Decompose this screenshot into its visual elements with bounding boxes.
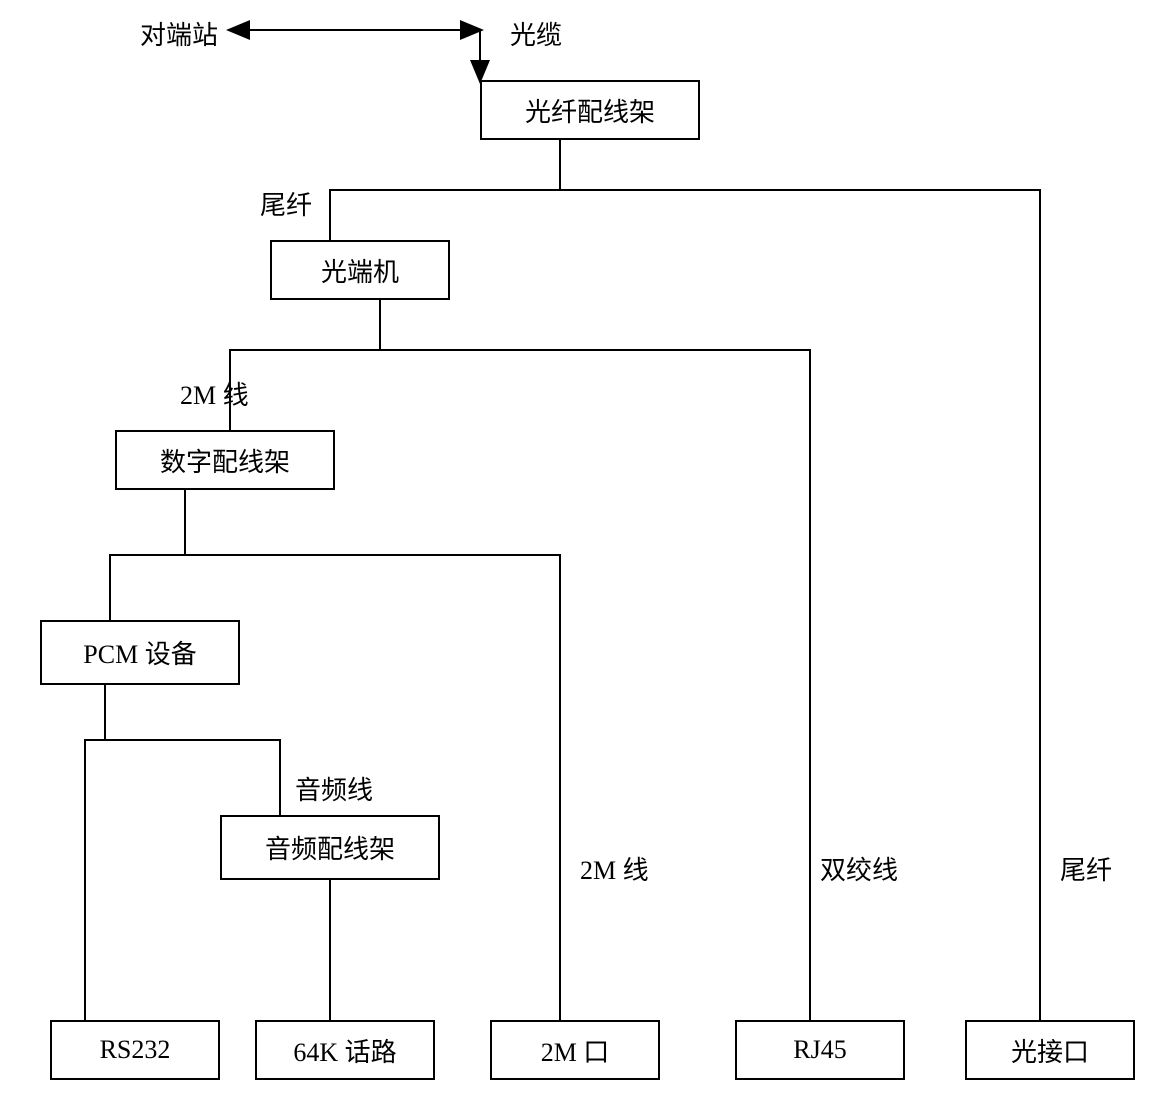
label-audio-line: 音频线 — [295, 770, 373, 807]
node-rj45: RJ45 — [735, 1020, 905, 1080]
edge-e_digital_to_2m — [185, 490, 560, 1020]
edge-e_fiber_to_optif — [560, 140, 1040, 1020]
edge-e_digital_to_pcm — [110, 490, 185, 620]
edge-e_optical_to_rj45 — [380, 300, 810, 1020]
connector-lines — [0, 0, 1151, 1112]
node-optical-interface: 光接口 — [965, 1020, 1135, 1080]
label-twisted-pair: 双绞线 — [820, 850, 898, 887]
node-pcm-device: PCM 设备 — [40, 620, 240, 685]
label-pigtail-1: 尾纤 — [260, 185, 312, 222]
node-64k-channel: 64K 话路 — [255, 1020, 435, 1080]
node-digital-patch-panel: 数字配线架 — [115, 430, 335, 490]
node-rs232: RS232 — [50, 1020, 220, 1080]
edge-e_pcm_to_rs232 — [85, 685, 105, 1020]
label-2m-line-1: 2M 线 — [180, 375, 249, 412]
label-pigtail-2: 尾纤 — [1060, 850, 1112, 887]
edge-e_pcm_to_audio — [105, 685, 280, 815]
edge-e_optical_to_digital — [230, 300, 380, 430]
node-2m-port: 2M 口 — [490, 1020, 660, 1080]
label-optical-cable: 光缆 — [510, 15, 562, 52]
label-2m-line-2: 2M 线 — [580, 850, 649, 887]
node-audio-patch-panel: 音频配线架 — [220, 815, 440, 880]
network-topology-diagram: 光纤配线架 光端机 数字配线架 PCM 设备 音频配线架 RS232 64K 话… — [0, 0, 1151, 1112]
edge-e_fiber_to_optical — [330, 140, 560, 240]
node-optical-terminal: 光端机 — [270, 240, 450, 300]
node-fiber-patch-panel: 光纤配线架 — [480, 80, 700, 140]
label-peer-station: 对端站 — [140, 15, 218, 52]
